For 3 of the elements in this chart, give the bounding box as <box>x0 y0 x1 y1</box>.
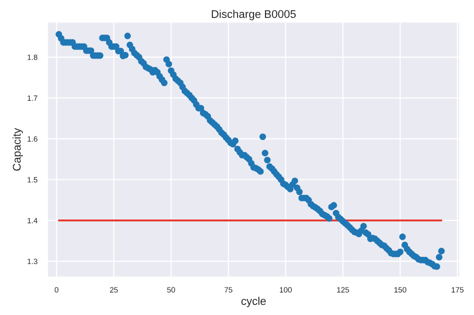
x-axis-title: cycle <box>241 296 266 308</box>
y-axis-title: Capacity <box>12 128 23 171</box>
chart-title: Discharge B0005 <box>212 10 296 20</box>
